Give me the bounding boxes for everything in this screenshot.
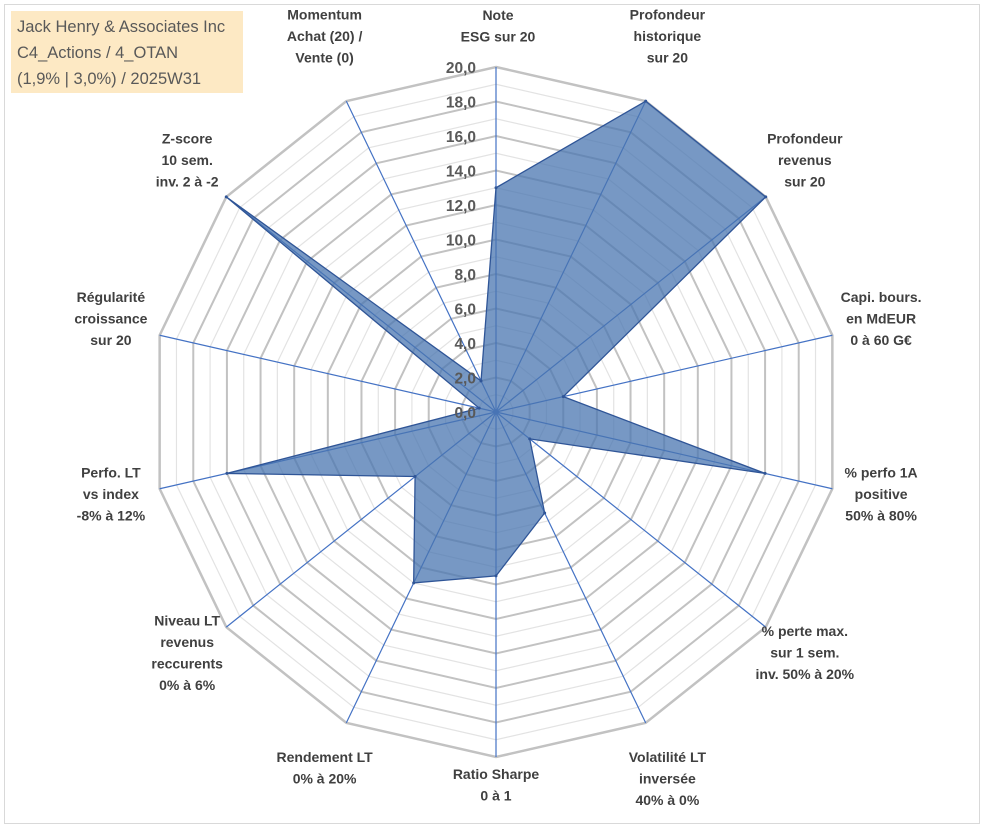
axis-label-esg: Note ESG sur 20 [461,7,536,45]
period-label: (1,9% | 3,0%) / 2025W31 [17,70,202,88]
axis-label-zscore: Z-score 10 sem. inv. 2 à -2 [156,130,219,189]
tick-label: 4,0 [454,336,476,353]
axis-label-profondeur_historique: Profondeur historique sur 20 [630,7,706,66]
data-point-perfo_lt [225,471,229,475]
axis-label-sharpe: Ratio Sharpe 0 à 1 [453,766,540,804]
data-point-volatilite [543,511,547,515]
axis-label-revenus_recurrents: Niveau LT revenus reccurents 0% à 6% [151,612,223,693]
tick-label: 0,0 [454,405,476,422]
axis-label-perfo_lt: Perfo. LT vs index -8% à 12% [77,465,146,524]
axis-label-volatilite: Volatilité LT inversée 40% à 0% [629,749,707,808]
chart-title-box: Jack Henry & Associates Inc C4_Actions /… [11,11,243,93]
tick-label: 6,0 [454,302,476,319]
tick-label-layer: 0,0 2,0 4,0 6,0 8,0 10,0 12,0 14,0 16,0 18,0 20,0 [446,60,476,422]
data-point-momentum [479,379,483,383]
data-point-perte_max [528,437,532,441]
spoke-perte_max [495,411,767,628]
spoke-momentum [345,100,497,413]
data-point-profondeur_revenus [764,195,768,199]
series-layer [224,99,768,585]
data-point-perfo_1a [763,471,767,475]
axis-label-capi: Capi. bours. en MdEUR 0 à 60 G€ [841,289,922,348]
data-point-profondeur_historique [644,99,648,103]
data-point-sharpe [494,574,498,578]
axis-label-momentum: Momentum Achat (20) / Vente (0) [287,7,363,66]
data-point-revenus_recurrents [413,475,417,479]
data-point-rendement [412,581,416,585]
axis-label-rendement: Rendement LT 0% à 20% [277,749,374,787]
tick-label: 20,0 [446,60,476,77]
data-point-zscore [224,195,228,199]
tick-label: 14,0 [446,164,476,181]
tick-label: 16,0 [446,129,476,146]
tick-label: 12,0 [446,198,476,215]
company-name: Jack Henry & Associates Inc [17,18,226,36]
spoke-regularite [159,334,497,413]
axis-label-layer: Note ESG sur 20 Profondeur historique sur 20… [74,7,921,808]
category-label: C4_Actions / 4_OTAN [17,44,179,62]
axis-label-regularite: Régularité croissance sur 20 [74,289,147,348]
tick-label: 2,0 [454,371,476,388]
data-point-regularite [477,406,481,410]
data-point-esg [494,186,498,190]
tick-label: 18,0 [446,95,476,112]
tick-label: 10,0 [446,233,476,250]
axis-label-profondeur_revenus: Profondeur revenus sur 20 [767,130,843,189]
axis-label-perte_max: % perte max. sur 1 sem. inv. 50% à 20% [756,623,855,682]
data-point-capi [561,395,565,399]
axis-label-perfo_1a: % perfo 1A positive 50% à 80% [845,465,918,524]
tick-label: 8,0 [454,267,476,284]
